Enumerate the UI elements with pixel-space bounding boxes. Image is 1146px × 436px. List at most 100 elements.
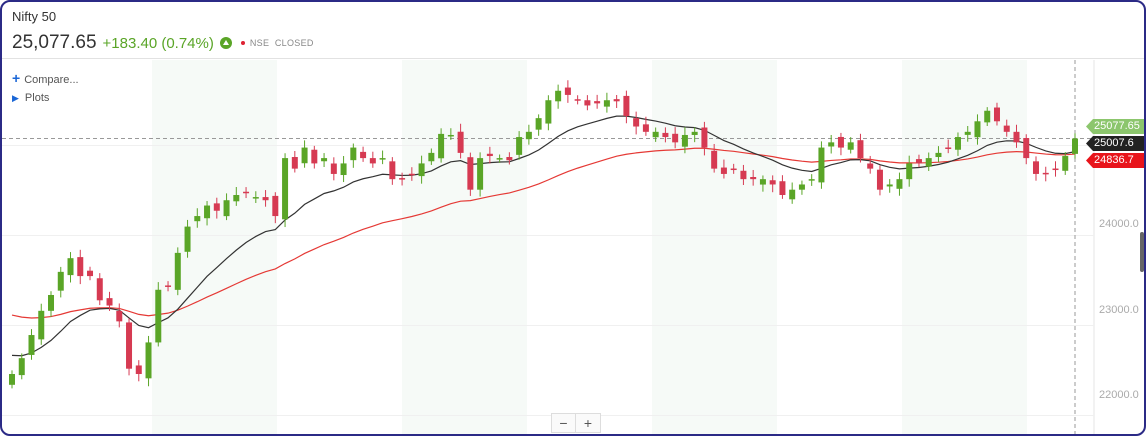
candle-body [311, 149, 318, 164]
candle-body [1023, 138, 1030, 159]
ma-long-tag: 24836.7 [1086, 153, 1144, 168]
candle-body [301, 147, 308, 164]
y-tick: 24000.0 [1099, 218, 1139, 230]
candle-body [1032, 161, 1039, 174]
candle-body [652, 131, 659, 138]
ma-short-tag: 25007.6 [1086, 136, 1144, 151]
candle-body [116, 310, 123, 322]
index-title: Nifty 50 [12, 9, 57, 24]
candle-body [330, 163, 337, 174]
candle-body [935, 152, 942, 158]
candle-body [457, 131, 464, 153]
price-row: 25,077.65 +183.40 (0.74%) NSE CLOSED [12, 32, 314, 54]
candlestick-chart[interactable] [2, 60, 1146, 436]
candle-body [779, 181, 786, 195]
zoom-in-button[interactable]: + [583, 415, 593, 431]
candle-body [477, 158, 484, 190]
candle-body [945, 147, 952, 149]
ma-long-line [11, 147, 1076, 319]
up-arrow-icon [219, 37, 232, 49]
candle-body [1003, 125, 1010, 132]
candle-body [828, 142, 835, 147]
candle-body [545, 100, 552, 124]
candle-body [126, 322, 133, 369]
candle-body [447, 134, 454, 137]
candle-body [886, 184, 893, 187]
zoom-out-button[interactable]: − [552, 414, 576, 432]
candle-body [525, 131, 532, 140]
candle-body [174, 252, 181, 290]
candle-body [87, 270, 94, 277]
candle-body [145, 342, 152, 379]
bg-band [902, 60, 1027, 434]
candle-body [194, 216, 201, 222]
candle-body [96, 278, 103, 301]
candle-body [1072, 138, 1078, 154]
candle-body [711, 150, 718, 169]
candle-body [379, 158, 386, 160]
ma-short-line [11, 115, 1076, 357]
candle-body [633, 118, 640, 127]
candle-body [262, 197, 269, 201]
bg-band [652, 60, 777, 434]
candle-body [564, 87, 571, 95]
candle-body [535, 118, 542, 130]
candle-body [28, 335, 35, 355]
candle-body [925, 158, 932, 167]
status-dot-icon [240, 41, 245, 45]
candle-body [847, 142, 854, 150]
plots-button[interactable]: ▶ Plots [12, 89, 79, 107]
candle-body [954, 137, 961, 150]
candle-body [808, 179, 815, 181]
candle-body [252, 197, 259, 199]
candle-body [1052, 168, 1059, 171]
candle-body [38, 310, 45, 340]
candle-body [223, 200, 230, 217]
candle-body [389, 161, 396, 180]
status-label: CLOSED [274, 38, 314, 48]
candle-body [876, 169, 883, 190]
candle-body [57, 271, 64, 291]
candle-body [623, 95, 630, 116]
candle-body [594, 101, 601, 104]
last-price: 25,077.65 [12, 32, 97, 53]
candle-body [837, 136, 844, 148]
candle-body [906, 163, 913, 180]
exchange-label: NSE [249, 38, 270, 48]
candle-body [516, 137, 523, 155]
candle-body [759, 179, 766, 185]
candle-body [750, 177, 757, 180]
bg-band [152, 60, 277, 434]
candle-body [321, 158, 328, 162]
candle-body [584, 100, 591, 106]
play-icon: ▶ [12, 93, 19, 103]
candle-body [818, 147, 825, 183]
header: Nifty 50 25,077.65 +183.40 (0.74%) NSE C… [2, 2, 1144, 59]
candle-body [106, 298, 113, 306]
candle-body [798, 184, 805, 190]
candle-body [720, 167, 727, 174]
plots-label: Plots [24, 92, 50, 104]
candle-body [233, 195, 240, 202]
candle-body [428, 152, 435, 162]
candle-body [399, 178, 406, 180]
candle-body [984, 110, 991, 123]
candle-body [213, 203, 220, 211]
candle-body [642, 124, 649, 132]
candle-body [730, 168, 737, 171]
candle-body [340, 163, 347, 176]
zoom-controls: − + [551, 413, 601, 433]
candle-body [740, 170, 747, 180]
candle-body [360, 151, 367, 159]
candle-body [896, 179, 903, 189]
candle-body [9, 374, 15, 385]
compare-button[interactable]: + Compare... [12, 69, 79, 89]
last-price-tag: 25077.65 [1086, 119, 1144, 134]
candle-body [272, 195, 279, 217]
candle-body [496, 158, 503, 160]
price-change: +183.40 (0.74%) [102, 34, 214, 52]
scrollbar[interactable] [1140, 232, 1144, 272]
candle-body [486, 153, 493, 157]
candle-body [204, 205, 211, 219]
